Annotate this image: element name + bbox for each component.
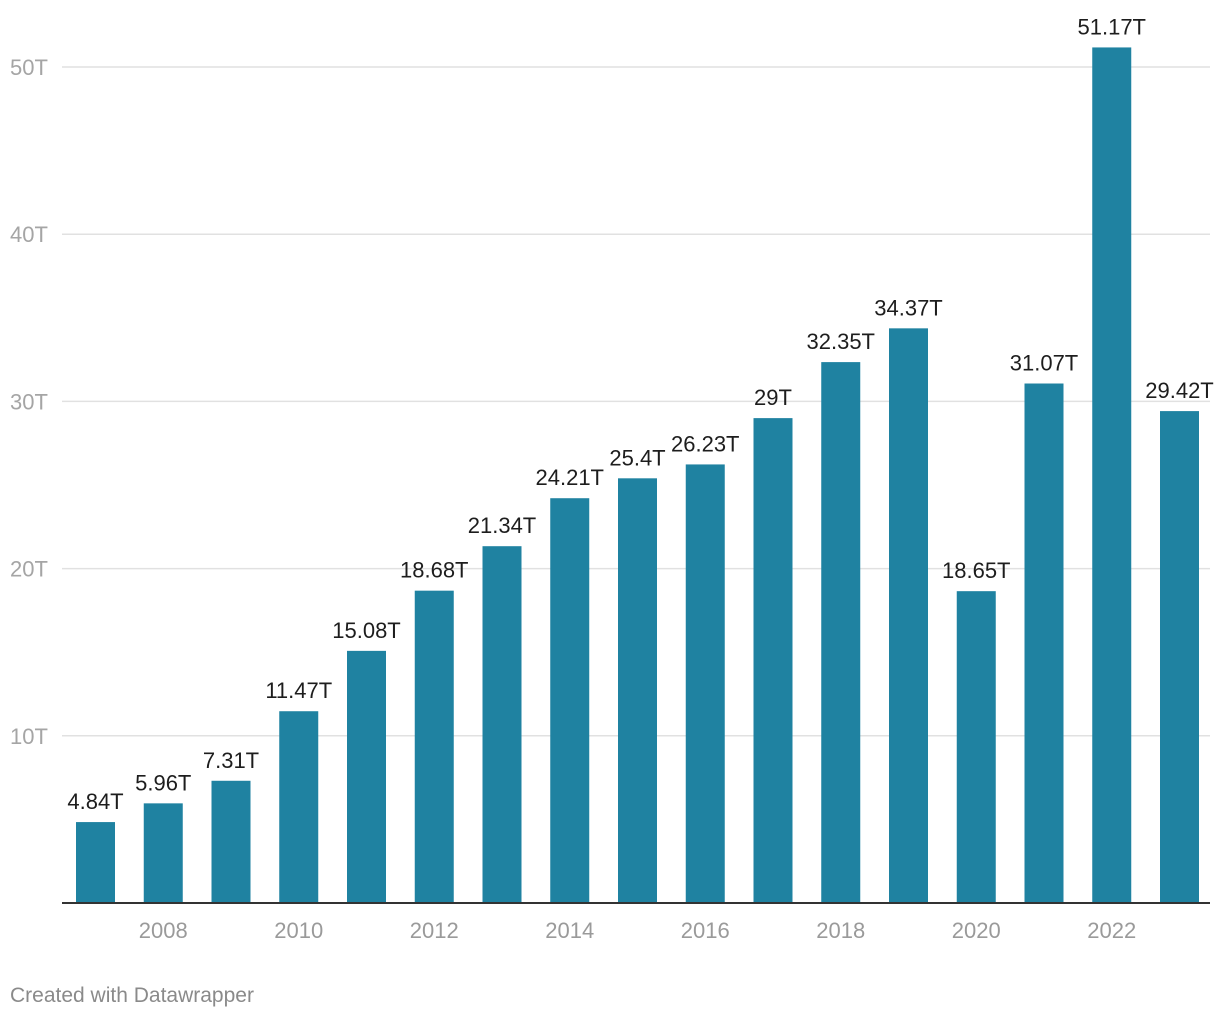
value-label-2008: 5.96T [135,770,191,795]
value-label-2022: 51.17T [1078,14,1147,39]
value-label-2016: 26.23T [671,431,740,456]
bar-2023 [1160,411,1199,903]
bar-2009 [211,780,251,903]
x-tick-label-2018: 2018 [816,918,865,943]
grid-lines [62,66,1210,737]
value-label-2018: 32.35T [807,329,876,354]
value-label-2021: 31.07T [1010,351,1079,376]
y-tick-label: 20T [10,557,48,582]
bars [76,47,1199,903]
bar-2007 [76,822,115,903]
x-tick-label-2008: 2008 [139,918,188,943]
y-axis-tick-labels: 10T 20T 30T 40T 50T [10,55,48,749]
x-tick-label-2020: 2020 [952,918,1001,943]
x-tick-label-2016: 2016 [681,918,730,943]
bar-2013 [482,546,522,903]
y-tick-label: 30T [10,389,48,414]
bar-2014 [550,498,590,903]
bar-2015 [618,478,657,903]
bar-2016 [685,464,725,903]
bar-2017 [753,418,793,903]
value-label-2019: 34.37T [874,295,943,320]
value-label-2014: 24.21T [536,465,605,490]
value-labels: 4.84T 5.96T 7.31T 11.47T 15.08T 18.68T 21.34T 2… [67,14,1213,814]
value-label-2017: 29T [754,385,792,410]
bar-2019 [889,328,928,903]
x-tick-label-2022: 2022 [1087,918,1136,943]
value-label-2020: 18.65T [942,558,1011,583]
bar-2011 [347,650,386,903]
value-label-2011: 15.08T [332,618,401,643]
value-label-2007: 4.84T [67,789,123,814]
datawrapper-credit: Created with Datawrapper [10,984,254,1007]
value-label-2023: 29.42T [1145,378,1214,403]
x-axis-tick-labels: 2008 2010 2012 2014 2016 2018 2020 2022 [139,918,1136,943]
y-tick-label: 50T [10,55,48,80]
value-label-2010: 11.47T [265,678,332,703]
bar-2010 [279,711,319,903]
x-tick-label-2010: 2010 [274,918,323,943]
value-label-2012: 18.68T [400,558,469,583]
value-label-2009: 7.31T [203,748,259,773]
bar-2021 [1024,383,1064,903]
value-label-2015: 25.4T [609,445,665,470]
value-label-2013: 21.34T [468,513,537,538]
bar-2020 [956,591,996,903]
x-tick-label-2014: 2014 [545,918,594,943]
bar-2018 [821,362,861,903]
bar-2022 [1092,47,1132,903]
y-tick-label: 10T [10,724,48,749]
bar-2008 [143,803,183,903]
x-tick-label-2012: 2012 [410,918,459,943]
y-tick-label: 40T [10,222,48,247]
bar-2012 [414,590,454,903]
